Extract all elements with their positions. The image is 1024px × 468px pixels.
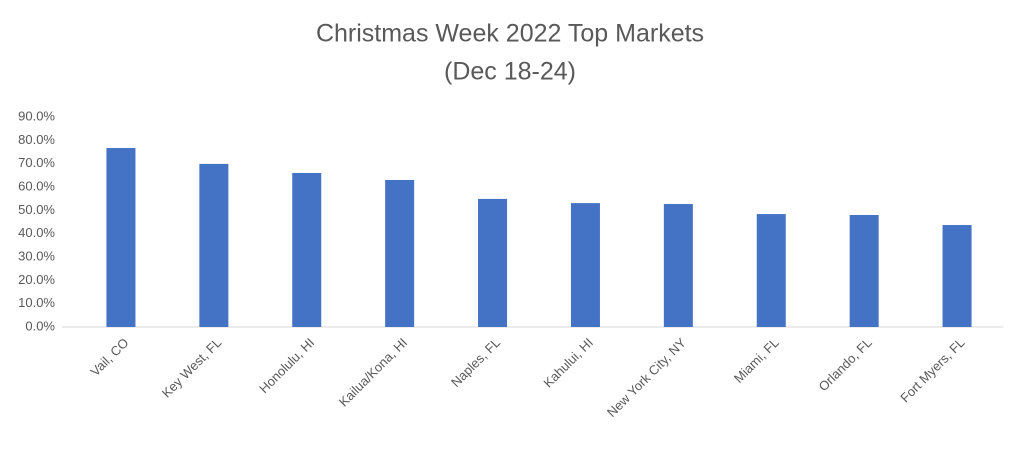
bar: [385, 180, 415, 327]
x-tick-label: New York City, NY: [604, 335, 689, 420]
chart-subtitle: (Dec 18-24): [444, 58, 576, 86]
x-tick-label: Miami, FL: [731, 335, 782, 386]
y-tick-label: 10.0%: [18, 295, 55, 310]
bar: [849, 215, 879, 327]
bar: [942, 225, 972, 327]
bar: [106, 148, 136, 327]
x-tick-label: Kailua/Kona, HI: [336, 335, 410, 409]
bar: [478, 198, 508, 327]
bar: [199, 163, 229, 327]
y-tick-label: 60.0%: [18, 178, 55, 193]
y-tick-label: 70.0%: [18, 155, 55, 170]
bar: [756, 214, 786, 327]
y-tick-label: 0.0%: [25, 318, 55, 333]
y-tick-label: 40.0%: [18, 225, 55, 240]
x-tick-label: Kahului, HI: [540, 335, 596, 391]
y-tick-label: 90.0%: [18, 108, 55, 123]
bar: [292, 173, 322, 327]
y-tick-label: 20.0%: [18, 272, 55, 287]
x-tick-label: Honolulu, HI: [256, 335, 317, 396]
x-tick-label: Fort Myers, FL: [897, 335, 967, 405]
x-tick-label: Naples, FL: [448, 335, 503, 390]
x-tick-label: Key West, FL: [159, 335, 225, 401]
y-tick-label: 50.0%: [18, 202, 55, 217]
x-tick-label: Orlando, FL: [816, 335, 875, 394]
y-tick-label: 30.0%: [18, 248, 55, 263]
x-tick-label: Vail, CO: [87, 335, 131, 379]
bar: [570, 203, 600, 327]
y-tick-label: 80.0%: [18, 132, 55, 147]
chart-title: Christmas Week 2022 Top Markets: [316, 20, 704, 48]
bar: [663, 204, 693, 327]
